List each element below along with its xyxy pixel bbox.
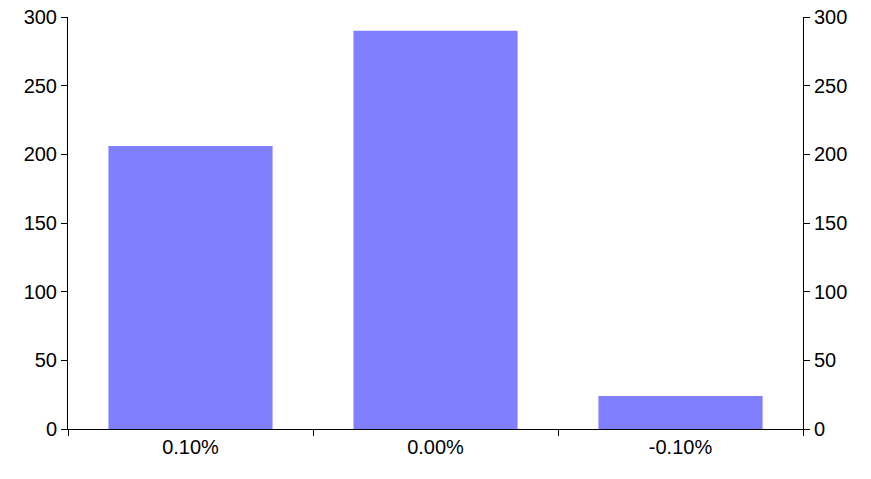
svg-text:150: 150	[24, 212, 57, 234]
svg-text:0: 0	[46, 418, 57, 440]
svg-text:200: 200	[814, 143, 847, 165]
svg-text:100: 100	[24, 281, 57, 303]
svg-text:0.10%: 0.10%	[162, 436, 219, 458]
svg-text:50: 50	[814, 349, 836, 371]
svg-text:300: 300	[24, 6, 57, 28]
svg-text:300: 300	[814, 6, 847, 28]
svg-text:0: 0	[814, 418, 825, 440]
svg-text:250: 250	[24, 75, 57, 97]
svg-text:50: 50	[35, 349, 57, 371]
svg-text:0.00%: 0.00%	[407, 436, 464, 458]
svg-text:150: 150	[814, 212, 847, 234]
svg-text:250: 250	[814, 75, 847, 97]
svg-text:200: 200	[24, 143, 57, 165]
svg-text:100: 100	[814, 281, 847, 303]
svg-text:-0.10%: -0.10%	[649, 436, 713, 458]
